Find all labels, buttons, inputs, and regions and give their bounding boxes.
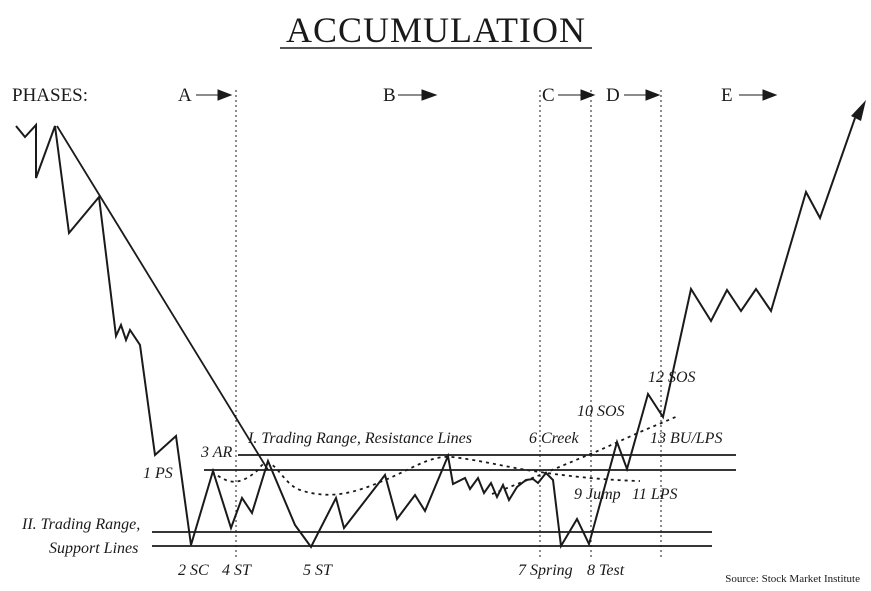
phase-e: E [721,85,778,106]
phases-heading: PHASES: [12,85,88,106]
label-ar: 3 AR [200,444,232,461]
phase-a-letter: A [178,85,192,106]
label-bu-lps: 13 BU/LPS [650,430,722,447]
label-sc: 2 SC [178,562,209,579]
phase-b-letter: B [383,85,396,106]
source-credit: Source: Stock Market Institute [725,573,860,585]
label-resistance-lines: I. Trading Range, Resistance Lines [247,430,472,447]
phase-a: A [178,85,233,106]
label-spring: 7 Spring [518,562,573,579]
label-ps: 1 PS [143,465,173,482]
label-st-5: 5 ST [303,562,333,579]
phase-d-arrow-icon [624,89,661,101]
rounding-bottom-dotted-curve [211,456,641,496]
phase-a-arrow-icon [196,89,233,101]
diagram-title: ACCUMULATION [286,10,586,50]
phase-b-arrow-icon [398,89,438,101]
label-support-lines-line1: II. Trading Range, [21,516,140,533]
label-st-4: 4 ST [222,562,252,579]
label-sos-10: 10 SOS [577,403,625,420]
label-test: 8 Test [587,562,625,579]
phase-d-letter: D [606,85,620,106]
label-lps-11: 11 LPS [632,486,677,503]
downtrend-line [56,125,269,471]
phase-c: C [542,85,596,106]
phase-d: D [606,85,661,106]
phase-e-arrow-icon [739,89,778,101]
label-sos-12: 12 SOS [648,369,696,386]
phase-e-letter: E [721,85,733,106]
price-action-line [15,117,856,550]
phase-c-arrow-icon [558,89,596,101]
uptrend-arrow-icon [851,100,866,121]
label-creek: 6 Creek [529,430,580,447]
label-jump: 9 Jump [574,486,621,503]
label-support-lines-line2: Support Lines [49,540,138,557]
phase-b: B [383,85,438,106]
phase-c-letter: C [542,85,555,106]
